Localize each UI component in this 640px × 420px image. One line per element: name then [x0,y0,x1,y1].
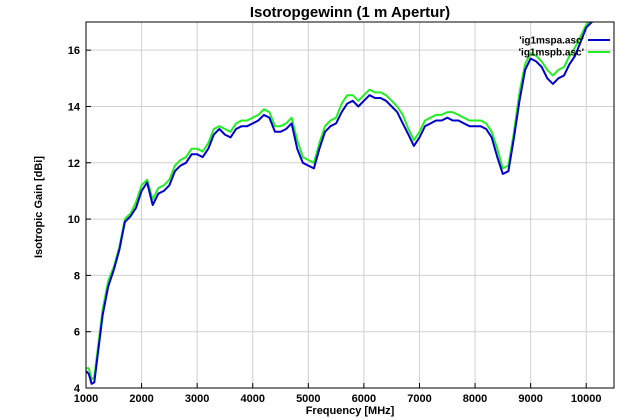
y-tick-label: 14 [68,101,81,113]
legend: 'ig1mspa.asc''ig1mspb.asc' [519,36,610,59]
x-tick-label: 4000 [240,393,264,405]
x-tick-label: 1000 [74,393,98,405]
y-tick-label: 12 [68,158,80,170]
x-tick-label: 10000 [571,393,602,405]
grid [85,22,614,389]
tick-layer: 1000 2000 3000 4000 5000 6000 7000 8000 9000 1000… [68,45,602,405]
legend-label-2: 'ig1mspb.asc' [519,48,584,59]
y-tick-label: 6 [74,327,80,339]
legend-label-1: 'ig1mspa.asc' [519,36,584,47]
series-line-1 [86,22,594,385]
series-layer [86,22,594,385]
x-tick-label: 9000 [518,393,542,405]
x-tick-label: 7000 [407,393,431,405]
y-tick-label: 16 [68,45,80,57]
x-tick-label: 5000 [296,393,320,405]
chart-title: Isotropgewinn (1 m Apertur) [250,4,450,21]
y-axis-label: Isotropic Gain [dBi] [33,156,45,258]
y-tick-label: 8 [74,270,80,282]
x-tick-label: 2000 [129,393,153,405]
x-axis-label: Frequency [MHz] [306,405,395,417]
plot-frame [85,21,615,389]
x-tick-label: 3000 [185,393,209,405]
series-line-2 [86,22,591,381]
x-tick-label: 6000 [352,393,376,405]
y-tick-label: 4 [74,383,81,395]
x-tick-label: 8000 [463,393,487,405]
y-tick-label: 10 [68,214,80,226]
